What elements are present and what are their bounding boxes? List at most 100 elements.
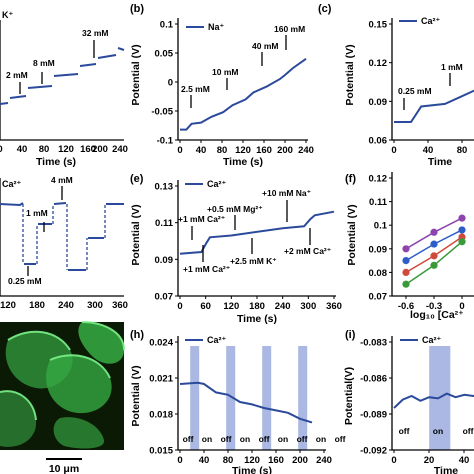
- panel-d-xtick-2: 240: [58, 300, 74, 311]
- panel-i-legend: Ca²⁺: [422, 335, 442, 345]
- panel-b-ylabel: Potential (V): [130, 44, 142, 105]
- panel-a-xtick-6: 240: [112, 144, 128, 155]
- panel-f-xlabel: log₁₀ [Ca²⁺: [410, 309, 464, 321]
- panel-d: Ca²⁺ 120 180 240 300 360 4 mM 1 mM 0.25 …: [0, 175, 128, 311]
- panel-b: (b) Potential (V) -0.1 -0.05 0 0.05 0.1 0 40 8…: [130, 3, 314, 168]
- panel-a-ann-2: 8 mM: [33, 58, 55, 68]
- panel-e: (e) Potential (V) 0.07 0.09 0.11 0.13 0 60 12…: [130, 173, 342, 325]
- panel-a-xtick-3: 120: [58, 144, 74, 155]
- panel-c-ann-2: 1 mM: [441, 62, 463, 72]
- panel-h-xlabel: Time (s): [232, 465, 272, 474]
- panel-c-ylabel: Potential (V): [344, 44, 356, 105]
- panel-a-xtick-5: 200: [92, 144, 108, 155]
- panel-e-ytick-label: 0.09: [155, 255, 174, 266]
- panel-c-xtick-label: 40: [423, 145, 434, 156]
- panel-h-label: (h): [130, 329, 144, 341]
- panel-e-ann-3: +10 mM Na⁺: [262, 188, 311, 198]
- panel-c-label: (c): [318, 3, 332, 15]
- panel-h-xtick-label: 0: [177, 455, 182, 466]
- panel-f-point: [458, 214, 466, 222]
- panel-c-xlabel: Time: [428, 156, 452, 168]
- panel-b-ann-3: 40 mM: [252, 41, 278, 51]
- panel-a-xlabel: Time (s): [36, 156, 76, 168]
- panel-e-ann-2: +0.5 mM Mg²⁺: [207, 204, 263, 214]
- panel-f-xtick-label: -0.3: [426, 301, 442, 312]
- panel-d-dash: [22, 204, 106, 270]
- panel-h-xtick-label: 120: [244, 455, 260, 466]
- panel-f-label: (f): [345, 173, 356, 185]
- panel-b-xtick-label: 200: [277, 145, 293, 156]
- panel-h-ytick-label: 0.024: [149, 338, 173, 349]
- panel-f-ytick-label: 0.1: [374, 221, 388, 232]
- panel-h-on-band: [262, 346, 272, 450]
- panel-b-xtick-label: 120: [235, 145, 251, 156]
- panel-h-xtick-label: 160: [268, 455, 284, 466]
- panel-c-legend: Ca²⁺: [421, 16, 441, 26]
- panel-e-trace: [179, 210, 335, 255]
- panel-b-ytick-label: 0.05: [155, 49, 174, 60]
- panel-c-trace: [394, 89, 474, 123]
- panel-d-ann-1: 4 mM: [51, 175, 73, 185]
- panel-e-label: (e): [130, 173, 144, 185]
- panel-e-ann-1: +1 mM Ca²⁺: [178, 214, 225, 224]
- panel-b-ytick-label: -0.05: [151, 107, 173, 118]
- scalebar-label: 10 μm: [49, 463, 79, 474]
- panel-h-xtick-label: 200: [292, 455, 308, 466]
- panel-f-ytick-label: 0.09: [369, 244, 388, 255]
- panel-c-ytick-label: 0.12: [369, 58, 388, 69]
- panel-f-point: [402, 257, 410, 265]
- panel-i-ytick-label: -0.086: [360, 374, 387, 385]
- panel-h-onoff-label: off: [259, 434, 270, 444]
- panel-f-point: [402, 268, 410, 276]
- panel-a-ann-3: 32 mM: [82, 28, 108, 38]
- panel-b-xtick-label: 160: [256, 145, 272, 156]
- panel-f-point: [402, 245, 410, 253]
- panel-e-xlabel: Time (s): [237, 313, 277, 325]
- panel-f-point: [402, 280, 410, 288]
- panel-h-ylabel: Potential (V): [130, 365, 142, 426]
- panel-e-ytick-label: 0.13: [155, 182, 174, 193]
- panel-e-ytick-label: 0.07: [155, 292, 174, 303]
- panel-b-ytick-label: -0.1: [157, 136, 174, 147]
- panel-c-xtick-label: 0: [391, 145, 396, 156]
- panel-b-ytick-label: 0: [168, 78, 173, 89]
- panel-d-xtick-0: 120: [0, 300, 16, 311]
- panel-f-point: [430, 261, 438, 269]
- panel-h-legend: Ca²⁺: [207, 335, 227, 345]
- panel-f: (f) Potential (V) 0.07 0.08 0.09 0.1 0.11 0.1…: [345, 172, 474, 321]
- panel-f-ylabel: Potential (V): [346, 204, 358, 265]
- panel-d-ann-3: 0.25 mM: [8, 276, 42, 286]
- panel-d-xtick-1: 180: [29, 300, 45, 311]
- panel-b-xlabel: Time (s): [223, 156, 263, 168]
- panel-b-ytick-label: 0.1: [160, 20, 174, 31]
- panel-h-on-band: [226, 346, 236, 450]
- panel-c: (c) Potential (V) 0.06 0.09 0.12 0.15 0 40 80…: [318, 3, 474, 168]
- panel-d-legend: Ca²⁺: [2, 179, 22, 189]
- panel-e-xtick-label: 240: [275, 301, 291, 312]
- panel-d-xtick-3: 300: [87, 300, 103, 311]
- micrograph-cell-4: [78, 322, 124, 364]
- panel-h-onoff-label: off: [335, 434, 346, 444]
- panel-e-ann-5: +1 mM Ca²⁺: [183, 264, 230, 274]
- panel-b-xtick-label: 0: [177, 145, 182, 156]
- panel-b-xtick-label: 240: [298, 145, 314, 156]
- panel-i-onoff-label: off: [463, 426, 474, 436]
- panel-f-ytick-label: 0.12: [369, 174, 388, 185]
- panel-b-xtick-label: 80: [217, 145, 228, 156]
- panel-h-ytick-label: 0.021: [149, 374, 173, 385]
- panel-e-ytick-label: 0.11: [155, 218, 174, 229]
- panel-e-xtick-label: 60: [200, 301, 211, 312]
- panel-a-trace: [0, 47, 125, 105]
- panel-a-xtick-4: 160: [80, 144, 96, 155]
- panel-a-ann-1: 2 mM: [6, 70, 28, 80]
- panel-h-onoff-label: on: [240, 434, 250, 444]
- panel-i-xtick-label: 20: [424, 455, 435, 466]
- panel-f-point: [430, 228, 438, 236]
- panel-h-ytick-label: 0.015: [149, 446, 173, 457]
- panel-b-ann-4: 160 mM: [274, 24, 305, 34]
- panel-i-ytick-label: -0.083: [360, 338, 387, 349]
- micrograph-cell-3: [0, 391, 37, 447]
- panel-i-label: (i): [345, 329, 356, 341]
- panel-f-point: [458, 238, 466, 246]
- panel-a-legend: K⁺: [2, 10, 13, 20]
